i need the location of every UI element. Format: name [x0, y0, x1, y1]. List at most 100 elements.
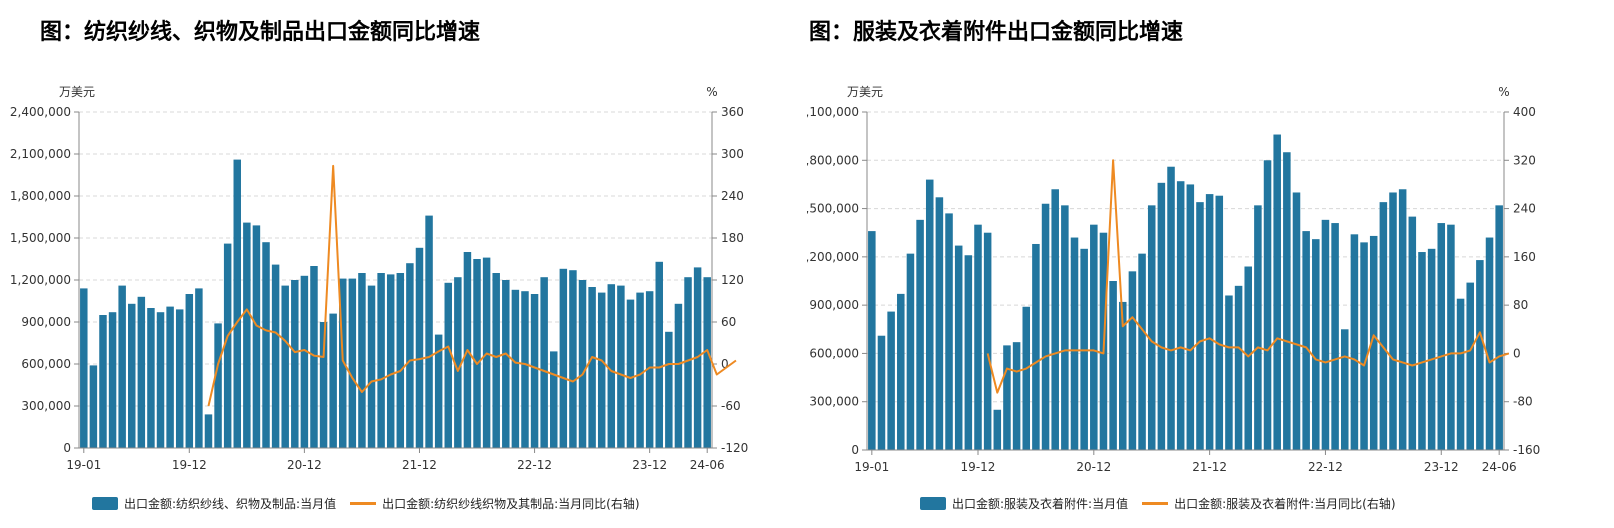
bar-10 — [964, 255, 973, 450]
bar-28 — [348, 278, 357, 448]
bar-61 — [665, 331, 673, 448]
left-legend-bar-item: 出口金额:纺织纱线、织物及制品:当月值 — [92, 495, 336, 512]
bar-48 — [1331, 223, 1339, 450]
y-left-tick-label: 1,800,000 — [807, 153, 859, 167]
bar-27 — [1128, 271, 1137, 450]
bar-40 — [1254, 205, 1262, 450]
x-tick-label: 19-12 — [961, 460, 996, 474]
bar-27 — [339, 278, 347, 448]
y-left-unit-label: 万美元 — [59, 85, 95, 99]
left-legend-line-swatch — [350, 502, 377, 505]
y-right-tick-label: -160 — [1513, 443, 1540, 457]
bar-52 — [578, 280, 587, 448]
y-left-unit-label: 万美元 — [847, 85, 883, 99]
bar-11 — [974, 224, 982, 450]
y-left-tick-label: 1,800,000 — [10, 189, 71, 203]
x-tick-label: 22-12 — [1308, 460, 1343, 474]
x-tick-label: 20-12 — [1076, 460, 1111, 474]
bar-49 — [1340, 329, 1349, 450]
bar-58 — [1427, 248, 1436, 450]
left-chart-panel: 图：纺织纱线、织物及制品出口金额同比增速 0 300,000 600,000 900,… — [10, 20, 748, 512]
bar-62 — [674, 303, 683, 448]
bar-49 — [550, 351, 558, 448]
bar-10 — [175, 309, 184, 448]
bar-35 — [415, 247, 424, 448]
left-chart-legend: 出口金额:纺织纱线、织物及制品:当月值 出口金额:纺织纱线织物及其制品:当月同比… — [92, 495, 654, 512]
bar-55 — [1398, 189, 1407, 450]
bar-56 — [617, 285, 625, 448]
y-left-tick-label: 600,000 — [21, 357, 71, 371]
y-right-tick-label: -60 — [721, 399, 741, 413]
bar-39 — [454, 277, 462, 448]
y-right-unit-label: % — [1498, 85, 1509, 99]
bar-6 — [137, 296, 146, 448]
bar-48 — [540, 277, 548, 448]
bar-1 — [89, 365, 98, 448]
bar-18 — [1041, 203, 1050, 450]
bar-26 — [329, 313, 337, 448]
y-right-tick-label: 0 — [721, 357, 729, 371]
bar-59 — [645, 291, 654, 448]
bar-20 — [271, 264, 280, 448]
bar-8 — [945, 213, 953, 450]
bar-41 — [473, 259, 481, 448]
bar-59 — [1437, 223, 1446, 450]
bar-1 — [877, 335, 886, 450]
x-tick-label: 24-06 — [690, 458, 725, 472]
right-chart-svg: 0 300,000 600,000 900,000 1,200,000 1,500,000… — [807, 85, 1540, 474]
bar-15 — [1012, 342, 1021, 450]
bar-4 — [118, 285, 126, 448]
bar-23 — [1090, 224, 1098, 450]
bar-17 — [1032, 243, 1040, 450]
bar-52 — [1369, 235, 1378, 450]
yoy-line — [986, 159, 1510, 394]
bar-53 — [1379, 202, 1388, 450]
x-tick-label: 19-12 — [172, 458, 207, 472]
y-right-tick-label: 120 — [721, 273, 744, 287]
bar-36 — [425, 215, 433, 448]
y-right-tick-label: 160 — [1513, 250, 1536, 264]
bar-2 — [887, 311, 895, 450]
y-right-tick-label: 300 — [721, 147, 744, 161]
y-right-tick-label: 80 — [1513, 298, 1528, 312]
bar-64 — [1485, 237, 1494, 450]
x-tick-label: 23-12 — [632, 458, 667, 472]
bar-65 — [703, 277, 711, 448]
y-left-tick-label: 2,100,000 — [807, 105, 859, 119]
bar-60 — [1447, 224, 1455, 450]
bar-12 — [983, 232, 992, 450]
bar-29 — [358, 273, 366, 448]
bar-22 — [291, 280, 299, 448]
y-left-tick-label: 300,000 — [21, 399, 71, 413]
bar-31 — [377, 273, 385, 448]
bar-54 — [1389, 192, 1397, 451]
y-left-tick-label: 2,400,000 — [10, 105, 71, 119]
bar-38 — [444, 282, 452, 448]
bar-36 — [1215, 195, 1224, 450]
bar-14 — [214, 323, 222, 448]
right-legend-line-item: 出口金额:服装及衣着附件:当月同比(右轴) — [1142, 495, 1396, 512]
y-left-tick-label: 300,000 — [809, 395, 859, 409]
bar-24 — [310, 266, 318, 448]
left-legend-bar-label: 出口金额:纺织纱线、织物及制品:当月值 — [124, 497, 337, 511]
y-left-tick-label: 900,000 — [809, 298, 859, 312]
left-chart-title: 图：纺织纱线、织物及制品出口金额同比增速 — [40, 20, 481, 45]
left-legend-line-label: 出口金额:纺织纱线织物及其制品:当月同比(右轴) — [382, 497, 640, 511]
bar-51 — [569, 270, 577, 448]
y-right-tick-label: 180 — [721, 231, 744, 245]
bar-53 — [588, 287, 596, 448]
bar-0 — [868, 231, 876, 450]
x-tick-label: 23-12 — [1424, 460, 1459, 474]
y-left-tick-label: 1,200,000 — [10, 273, 71, 287]
x-tick-label: 22-12 — [517, 458, 552, 472]
bar-34 — [1196, 202, 1204, 450]
bar-41 — [1263, 160, 1272, 451]
x-tick-label: 19-01 — [854, 460, 889, 474]
right-chart-panel: 图：服装及衣着附件出口金额同比增速 0 300,000 600,000 900,000… — [807, 0, 1614, 528]
bar-3 — [108, 312, 117, 448]
y-left-tick-label: 1,500,000 — [10, 231, 71, 245]
y-right-tick-label: 240 — [1513, 202, 1536, 216]
bar-9 — [954, 245, 963, 450]
bar-51 — [1360, 242, 1368, 450]
y-right-tick-label: 360 — [721, 105, 744, 119]
